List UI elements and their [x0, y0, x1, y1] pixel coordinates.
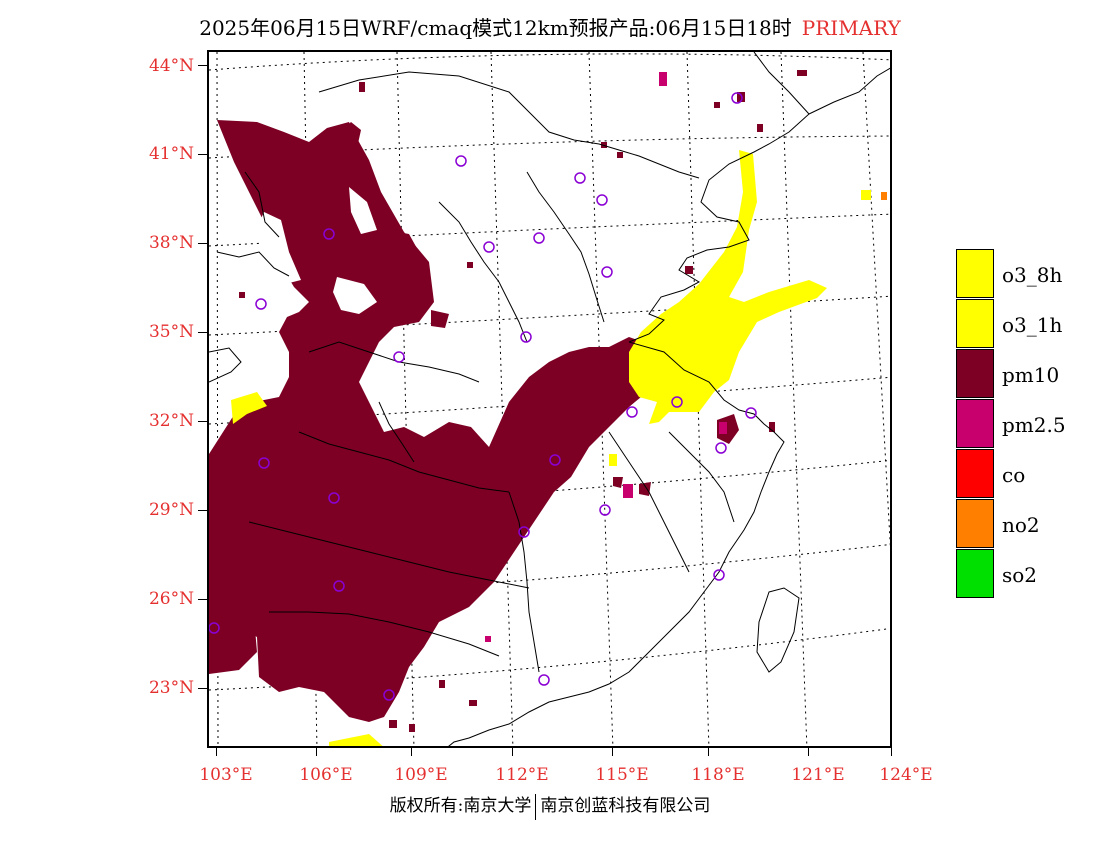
- city-sites: [209, 92, 757, 701]
- primary-tag: PRIMARY: [801, 16, 901, 40]
- legend-swatch-o3-8h: [956, 249, 994, 298]
- legend-swatch-no2: [956, 499, 994, 548]
- map-title: 2025年06月15日WRF/cmaq模式12km预报产品:06月15日18时 P…: [0, 12, 1100, 41]
- o3-region: [231, 150, 871, 746]
- title-text: 2025年06月15日WRF/cmaq模式12km预报产品:06月15日18时: [199, 16, 792, 40]
- lat-label-38: 38°N: [148, 233, 194, 253]
- lon-label-121: 121°E: [791, 765, 845, 785]
- legend-label-pm25: pm2.5: [1002, 413, 1066, 437]
- copyright-footer: 版权所有:南京大学 南京创蓝科技有限公司: [0, 791, 1100, 820]
- pm10-region: [209, 120, 739, 722]
- lat-label-26: 26°N: [148, 589, 194, 609]
- lon-tick: [316, 748, 317, 756]
- legend-swatch-so2: [956, 549, 994, 598]
- map-canvas: [209, 52, 890, 746]
- lat-tick: [198, 421, 207, 422]
- lat-label-32: 32°N: [148, 411, 194, 431]
- lat-tick: [198, 65, 207, 66]
- lon-tick: [808, 748, 809, 756]
- lon-label-115: 115°E: [595, 765, 649, 785]
- lon-label-124: 124°E: [879, 765, 933, 785]
- lat-label-41: 41°N: [148, 144, 194, 164]
- pollution-specks: [239, 70, 887, 732]
- lon-label-118: 118°E: [691, 765, 745, 785]
- legend-label-so2: so2: [1002, 563, 1038, 587]
- lon-label-106: 106°E: [299, 765, 353, 785]
- lon-tick: [708, 748, 709, 756]
- legend-label-o3-1h: o3_1h: [1002, 313, 1063, 337]
- lon-tick: [891, 748, 892, 756]
- lat-label-23: 23°N: [148, 678, 194, 698]
- lon-label-109: 109°E: [394, 765, 448, 785]
- lon-tick: [512, 748, 513, 756]
- lat-tick: [198, 688, 207, 689]
- forecast-map[interactable]: [207, 50, 892, 748]
- lon-label-112: 112°E: [495, 765, 549, 785]
- legend-swatch-pm25: [956, 399, 994, 448]
- legend-label-pm10: pm10: [1002, 363, 1060, 387]
- lat-tick: [198, 510, 207, 511]
- copyright-owner: 版权所有:南京大学: [389, 796, 532, 816]
- legend-label-no2: no2: [1002, 513, 1040, 537]
- legend-label-o3-8h: o3_8h: [1002, 263, 1063, 287]
- clean-areas: [255, 187, 377, 314]
- footer-separator: [535, 793, 537, 820]
- lon-tick: [612, 748, 613, 756]
- lon-tick: [411, 748, 412, 756]
- lon-tick: [216, 748, 217, 756]
- lat-tick: [198, 599, 207, 600]
- legend-swatch-co: [956, 449, 994, 498]
- lat-tick: [198, 332, 207, 333]
- legend-swatch-o3-1h: [956, 299, 994, 348]
- lat-tick: [198, 243, 207, 244]
- lat-label-35: 35°N: [148, 322, 194, 342]
- lon-label-103: 103°E: [199, 765, 253, 785]
- copyright-company: 南京创蓝科技有限公司: [540, 796, 711, 816]
- legend-label-co: co: [1002, 463, 1026, 487]
- lat-label-29: 29°N: [148, 500, 194, 520]
- legend-swatch-pm10: [956, 349, 994, 398]
- lat-label-44: 44°N: [148, 56, 194, 76]
- lat-tick: [198, 154, 207, 155]
